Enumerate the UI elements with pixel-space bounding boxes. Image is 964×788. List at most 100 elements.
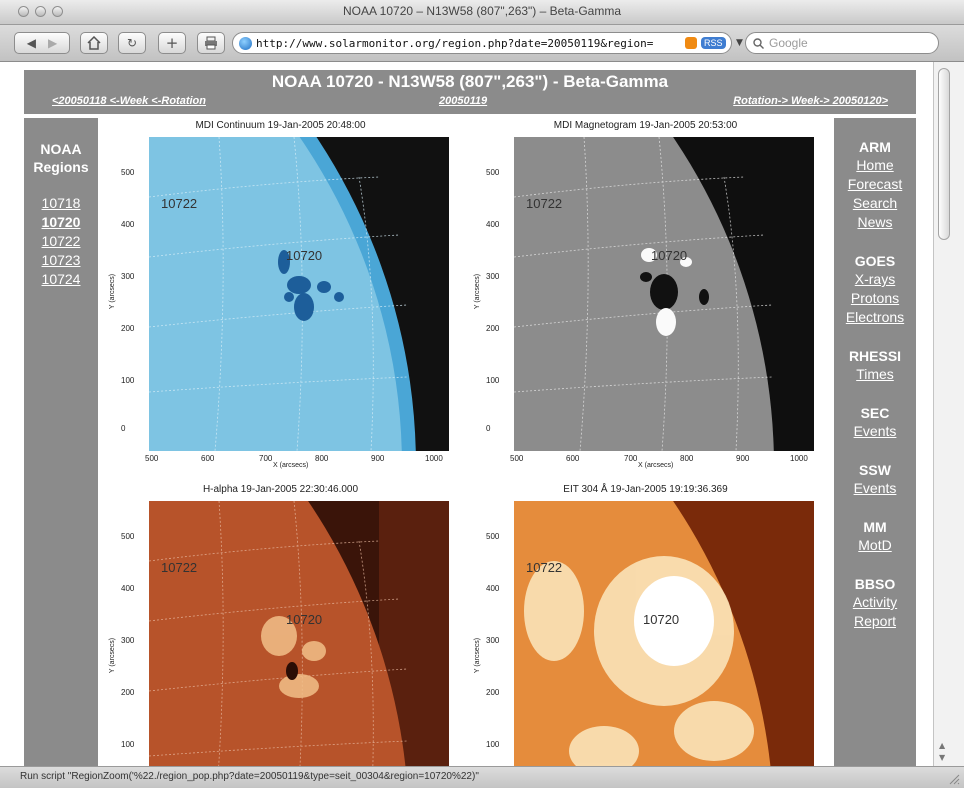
feed-icon[interactable] <box>685 37 697 49</box>
right-sidebar: ARM Home Forecast Search News GOES X-ray… <box>834 118 916 766</box>
eit-304-image[interactable] <box>514 501 814 766</box>
x-tick: 1000 <box>425 454 443 463</box>
printer-icon <box>205 36 217 50</box>
y-tick: 300 <box>486 272 500 281</box>
magnifier-icon <box>753 37 764 49</box>
mdi-magnetogram-plot[interactable]: MDI Magnetogram 19-Jan-2005 20:53:00 107… <box>468 118 823 469</box>
page-title: NOAA 10720 - N13W58 (807",263") - Beta-G… <box>271 72 669 91</box>
region-label-10720[interactable]: 10720 <box>286 612 323 627</box>
region-label-10720[interactable]: 10720 <box>651 248 688 263</box>
arm-home-link[interactable]: Home <box>856 157 894 173</box>
ssw-events-link[interactable]: Events <box>853 480 897 496</box>
home-icon <box>87 36 101 50</box>
arm-news-link[interactable]: News <box>857 214 893 230</box>
back-arrow-icon[interactable]: ◀ <box>26 36 36 50</box>
sidebar-heading-ssw: SSW <box>859 462 891 478</box>
plot-title: MDI Magnetogram 19-Jan-2005 20:53:00 <box>553 120 738 131</box>
scroll-down-arrow-icon[interactable]: ▼ <box>939 753 946 762</box>
x-tick: 700 <box>624 454 638 463</box>
address-bar[interactable]: http://www.solarmonitor.org/region.php?d… <box>232 32 732 54</box>
address-text[interactable]: http://www.solarmonitor.org/region.php?d… <box>256 36 654 50</box>
close-window-button[interactable] <box>18 6 29 17</box>
mm-motd-link[interactable]: MotD <box>858 537 892 553</box>
y-tick: 500 <box>486 532 500 541</box>
print-button[interactable] <box>197 32 225 54</box>
bbso-report-link[interactable]: Report <box>853 613 897 629</box>
sidebar-heading-rhessi: RHESSI <box>848 348 902 364</box>
h-alpha-image[interactable] <box>149 501 449 766</box>
region-link-10724[interactable]: 10724 <box>41 271 81 287</box>
search-field[interactable]: Google <box>745 32 939 54</box>
y-tick: 100 <box>121 740 135 749</box>
sidebar-heading-sec: SEC <box>860 405 890 421</box>
y-tick: 200 <box>121 324 135 333</box>
vertical-scrollbar[interactable]: ▲ ▼ <box>933 62 964 766</box>
scrollbar-thumb[interactable] <box>938 68 950 240</box>
goes-xrays-link[interactable]: X-rays <box>854 271 896 287</box>
y-tick: 0 <box>121 424 126 433</box>
scroll-up-arrow-icon[interactable]: ▲ <box>939 741 946 750</box>
bbso-activity-link[interactable]: Activity <box>852 594 898 610</box>
previous-date-nav-link[interactable]: <20050118 <-Week <-Rotation <box>52 95 206 107</box>
y-tick: 0 <box>486 424 491 433</box>
back-forward-button-group: ◀ ▶ <box>14 32 70 54</box>
mdi-continuum-plot[interactable]: MDI Continuum 19-Jan-2005 20:48:00 10722… <box>103 118 458 469</box>
dropdown-chevron-icon[interactable]: ▼ <box>736 38 743 48</box>
sidebar-heading-goes: GOES <box>854 253 896 269</box>
y-tick: 200 <box>486 324 500 333</box>
y-tick: 200 <box>486 688 500 697</box>
y-tick: 500 <box>121 168 135 177</box>
x-axis-label: X (arcsecs) <box>638 462 674 469</box>
next-date-nav-link[interactable]: Rotation-> Week-> 20050120> <box>733 95 888 107</box>
minimize-window-button[interactable] <box>35 6 46 17</box>
region-link-10723[interactable]: 10723 <box>41 252 81 268</box>
arm-search-link[interactable]: Search <box>852 195 898 211</box>
y-tick: 100 <box>486 740 500 749</box>
x-tick: 800 <box>680 454 694 463</box>
region-label-10720[interactable]: 10720 <box>286 248 323 263</box>
y-axis-label: Y (arcsecs) <box>474 273 482 310</box>
y-tick: 500 <box>121 532 135 541</box>
home-button[interactable] <box>80 32 108 54</box>
y-tick: 500 <box>486 168 500 177</box>
plot-title: EIT 304 Å 19-Jan-2005 19:19:36.369 <box>563 484 728 495</box>
current-date-link[interactable]: 20050119 <box>439 95 488 107</box>
x-axis-label: X (arcsecs) <box>273 462 309 469</box>
region-link-10720[interactable]: 10720 <box>41 214 81 230</box>
region-label-10722: 10722 <box>526 196 563 211</box>
site-globe-icon <box>239 36 252 50</box>
region-link-10718[interactable]: 10718 <box>41 195 81 211</box>
sec-events-link[interactable]: Events <box>853 423 897 439</box>
status-bar: Run script "RegionZoom('%22./region_pop.… <box>0 766 964 788</box>
add-bookmark-button[interactable]: + <box>158 32 186 54</box>
y-tick: 200 <box>121 688 135 697</box>
h-alpha-plot[interactable]: H-alpha 19-Jan-2005 22:30:46.000 10722 1… <box>103 482 458 766</box>
mdi-magnetogram-image[interactable] <box>514 137 814 451</box>
x-tick: 900 <box>736 454 750 463</box>
eit-304-plot[interactable]: EIT 304 Å 19-Jan-2005 19:19:36.369 10722… <box>468 482 823 766</box>
mdi-continuum-image[interactable] <box>149 137 449 451</box>
region-link-10722[interactable]: 10722 <box>41 233 81 249</box>
left-sidebar: NOAA Regions 10718 10720 10722 10723 107… <box>24 118 98 766</box>
goes-electrons-link[interactable]: Electrons <box>845 309 905 325</box>
goes-protons-link[interactable]: Protons <box>850 290 900 306</box>
rss-badge[interactable]: RSS <box>701 37 726 49</box>
arm-forecast-link[interactable]: Forecast <box>847 176 903 192</box>
y-axis-label: Y (arcsecs) <box>474 637 482 674</box>
region-label-10720[interactable]: 10720 <box>643 612 680 627</box>
sidebar-heading-noaa: NOAA <box>40 141 82 157</box>
resize-grip-icon[interactable] <box>948 773 960 785</box>
x-tick: 500 <box>145 454 159 463</box>
forward-arrow-icon[interactable]: ▶ <box>48 36 58 50</box>
sidebar-heading-arm: ARM <box>859 139 891 155</box>
y-tick: 100 <box>121 376 135 385</box>
reload-button[interactable]: ↻ <box>118 32 146 54</box>
browser-toolbar: ◀ ▶ ↻ + http://www.solarmonitor.org/regi… <box>0 25 964 62</box>
x-tick: 900 <box>371 454 385 463</box>
rhessi-times-link[interactable]: Times <box>856 366 894 382</box>
y-tick: 400 <box>121 220 135 229</box>
y-tick: 300 <box>486 636 500 645</box>
page-content: NOAA 10720 - N13W58 (807",263") - Beta-G… <box>0 62 933 766</box>
zoom-window-button[interactable] <box>52 6 63 17</box>
status-text: Run script "RegionZoom('%22./region_pop.… <box>20 771 479 782</box>
